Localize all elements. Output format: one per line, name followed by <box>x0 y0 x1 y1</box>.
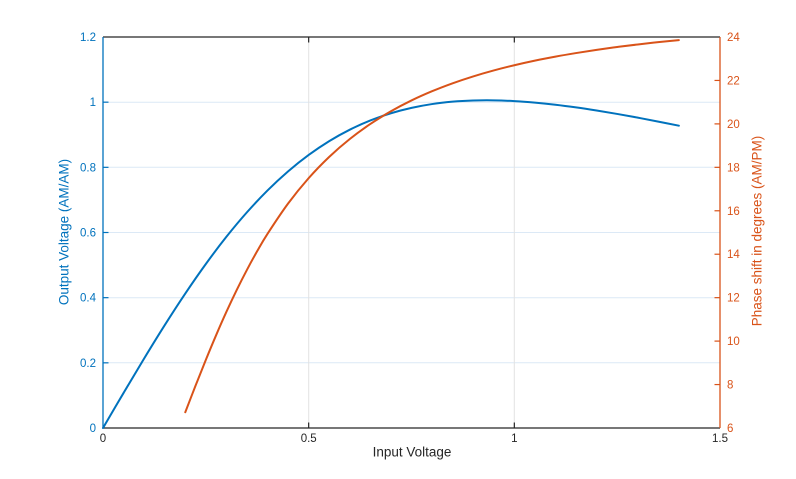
right-y-tick-label: 6 <box>727 423 733 435</box>
left-y-tick-label: 0.4 <box>80 293 97 305</box>
right-y-tick-label: 18 <box>727 162 740 174</box>
right-y-tick-label: 12 <box>727 293 740 305</box>
series-line-right <box>184 39 680 414</box>
right-y-tick-label: 8 <box>727 380 733 392</box>
right-y-tick-label: 16 <box>727 206 740 218</box>
x-tick-label: 1 <box>511 433 517 445</box>
right-y-tick-label: 24 <box>727 32 740 44</box>
x-tick-label: 0 <box>100 433 106 445</box>
right-y-tick-label: 22 <box>727 75 740 87</box>
left-y-tick-label: 0 <box>90 423 96 435</box>
x-tick-label: 1.5 <box>712 433 728 445</box>
left-y-tick-label: 0.2 <box>80 358 96 370</box>
left-y-tick-label: 0.8 <box>80 162 96 174</box>
left-y-tick-label: 0.6 <box>80 228 96 240</box>
left-y-tick-label: 1 <box>90 97 96 109</box>
x-tick-label: 0.5 <box>301 433 317 445</box>
right-y-tick-label: 14 <box>727 249 740 261</box>
series-line-left <box>102 99 680 429</box>
right-y-tick-label: 10 <box>727 336 740 348</box>
right-y-tick-label: 20 <box>727 119 740 131</box>
left-y-tick-label: 1.2 <box>80 32 96 44</box>
